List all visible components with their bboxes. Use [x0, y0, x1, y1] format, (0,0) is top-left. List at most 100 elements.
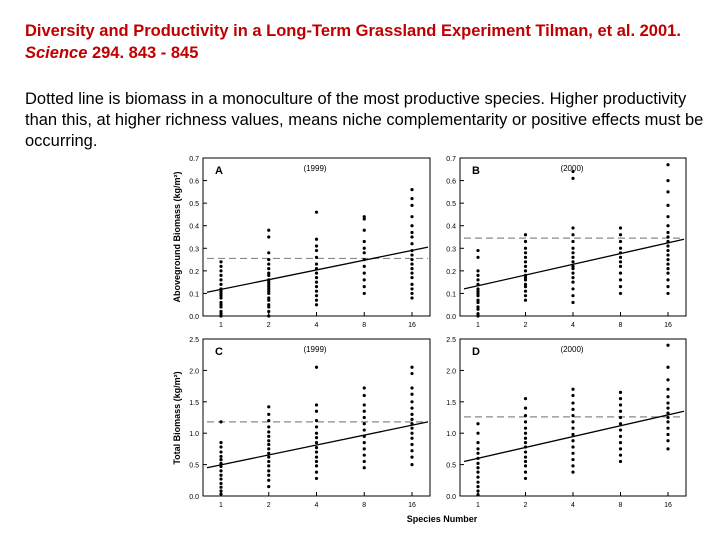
- panel-b-data-point: [476, 300, 480, 305]
- panel-d-data-point: [523, 406, 528, 410]
- panel-c-data-point: [267, 469, 271, 473]
- panel-d-data-point: [618, 447, 623, 451]
- panel-c-letter: C: [215, 346, 223, 358]
- panel-d-data-point: [618, 422, 623, 426]
- panel-b-data-point: [476, 305, 480, 309]
- panel-b-data-point: [618, 251, 623, 255]
- panel-c-y-tick-label: 1.0: [189, 431, 199, 438]
- panel-a-data-point: [219, 260, 223, 264]
- panel-b-data-point: [571, 294, 575, 298]
- panel-b-data-point: [571, 176, 575, 180]
- panel-b-data-point: [523, 239, 528, 244]
- panel-d-y-tick-label: 0.0: [446, 494, 456, 501]
- panel-d-data-point: [571, 401, 575, 405]
- panel-d-data-point: [618, 428, 623, 432]
- panel-b-y-tick-label: 0.7: [446, 156, 456, 163]
- panel-a-y-tick-label: 0.5: [189, 201, 199, 208]
- panel-b-data-point: [618, 278, 623, 282]
- panel-d-data-point: [571, 393, 575, 398]
- panel-b-data-point: [571, 255, 575, 259]
- panel-a-data-point: [314, 267, 319, 271]
- panel-d-y-tick-label: 1.0: [446, 431, 456, 438]
- panel-b-data-point: [666, 190, 670, 194]
- panel-c-data-point: [314, 450, 319, 454]
- panel-b-y-tick-label: 0.3: [446, 246, 456, 253]
- x-axis-label: Species Number: [407, 514, 478, 524]
- panel-c-y-tick-label: 0.0: [189, 494, 199, 501]
- panel-c-data-point: [267, 412, 271, 416]
- panel-a-y-tick-label: 0.7: [189, 156, 199, 163]
- panel-b-data-point: [571, 276, 575, 280]
- panel-b-data-point: [476, 273, 480, 277]
- panel-a-x-tick-label: 2: [267, 322, 271, 329]
- panel-b-x-tick-label: 8: [619, 322, 623, 329]
- panel-b-y-tick-label: 0.0: [446, 314, 456, 321]
- panel-a-data-point: [362, 271, 366, 275]
- panel-a-data-point: [267, 296, 271, 300]
- panel-a-data-point: [410, 224, 414, 228]
- panel-d-data-point: [523, 431, 528, 435]
- panel-a-x-tick-label: 8: [362, 322, 366, 329]
- panel-c-data-point: [410, 463, 414, 467]
- panel-a-data-point: [267, 280, 271, 284]
- panel-c-data-point: [219, 477, 223, 481]
- panel-c-data-point: [219, 461, 223, 465]
- panel-b-data-point: [666, 257, 670, 262]
- panel-d-data-point: [666, 415, 670, 420]
- panel-a-data-point: [219, 269, 223, 273]
- panel-a-data-point: [314, 237, 319, 241]
- panel-b-data-point: [523, 276, 528, 280]
- panel-b-data-point: [618, 255, 623, 259]
- panel-d-x-tick-label: 1: [476, 502, 480, 509]
- panel-d-y-tick-label: 2.5: [446, 337, 456, 344]
- panel-c-y-tick-label: 1.5: [189, 400, 199, 407]
- panel-d-data-point: [523, 470, 528, 474]
- panel-a-data-point: [267, 228, 271, 232]
- panel-c-data-point: [314, 431, 319, 435]
- panel-d-data-point: [618, 441, 623, 445]
- panel-d-data-point: [666, 411, 670, 415]
- panel-d-data-point: [523, 464, 528, 468]
- panel-a-y-tick-label: 0.0: [189, 314, 199, 321]
- panel-d-data-point: [476, 484, 480, 489]
- panel-c-data-point: [219, 420, 223, 424]
- panel-d-data-point: [666, 420, 670, 424]
- panel-b-data-point: [571, 239, 575, 244]
- panel-c-data-point: [219, 441, 223, 445]
- panel-c-data-point: [267, 451, 271, 455]
- panel-a-data-point: [362, 217, 366, 221]
- panel-a-frame: [202, 157, 431, 317]
- panel-b-data-point: [571, 246, 575, 250]
- panel-b-data-point: [523, 246, 528, 250]
- panel-c-data-point: [219, 450, 223, 454]
- panel-b-data-point: [618, 264, 623, 268]
- panel-c-data-point: [314, 464, 319, 468]
- panel-c-data-point: [410, 449, 414, 453]
- panel-c-data-point: [410, 431, 414, 435]
- panel-c-x-tick-label: 2: [267, 502, 271, 509]
- panel-c-data-point: [410, 442, 414, 447]
- panel-a-data-point: [314, 255, 319, 259]
- panel-c-data-point: [410, 392, 414, 396]
- panel-b-data-point: [523, 285, 528, 289]
- panel-a-data-point: [314, 280, 319, 284]
- panel-b-data-point: [666, 285, 670, 289]
- panel-a-data-point: [219, 294, 223, 298]
- panel-d-data-point: [476, 456, 480, 460]
- panel-b-data-point: [476, 255, 480, 259]
- panel-a-data-point: [410, 262, 414, 266]
- panel-c-data-point: [267, 447, 271, 451]
- panel-d-data-point: [523, 455, 528, 459]
- panel-a-data-point: [267, 282, 271, 286]
- panel-c-data-point: [410, 417, 414, 421]
- panel-a-data-point: [219, 309, 223, 314]
- panel-b-data-point: [666, 267, 670, 271]
- panel-d-data-point: [618, 453, 623, 457]
- panel-a-data-point: [314, 271, 319, 275]
- panel-d-data-point: [476, 447, 480, 451]
- panel-c-data-point: [314, 455, 319, 459]
- panel-c-x-tick-label: 4: [315, 502, 319, 509]
- panel-d-data-point: [571, 457, 575, 462]
- panel-b-data-point: [666, 224, 670, 228]
